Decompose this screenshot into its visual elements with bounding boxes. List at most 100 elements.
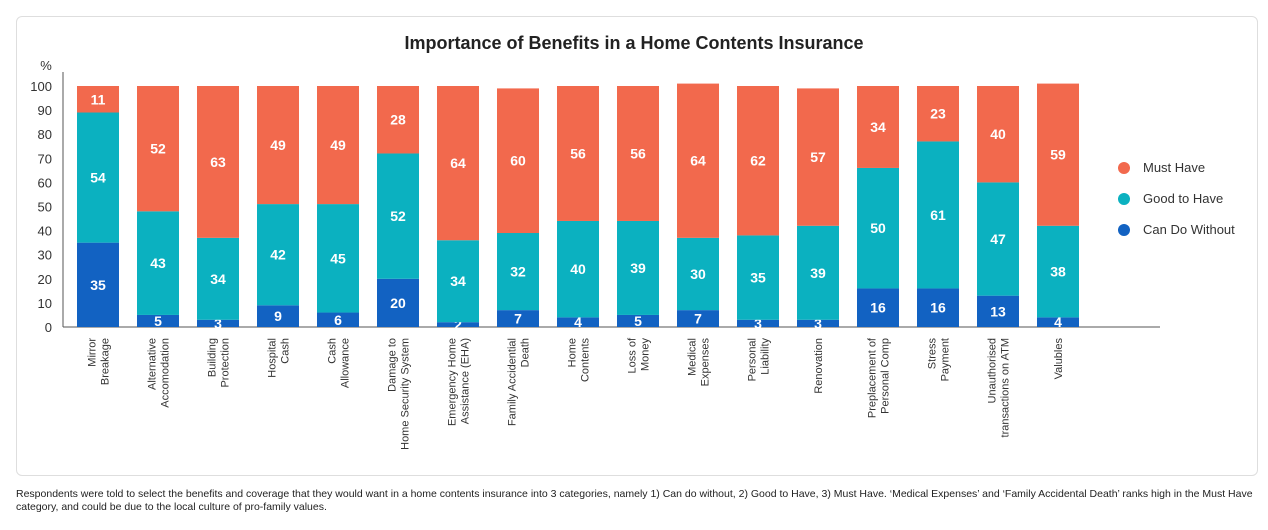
bar-segment bbox=[617, 314, 659, 327]
data-label: 62 bbox=[750, 153, 766, 169]
data-label: 16 bbox=[870, 300, 886, 316]
data-label: 39 bbox=[630, 260, 646, 276]
chart-title: Importance of Benefits in a Home Content… bbox=[404, 33, 864, 53]
data-label: 5 bbox=[154, 313, 162, 329]
data-label: 38 bbox=[1050, 264, 1066, 280]
bar-segment bbox=[317, 86, 359, 205]
bar-segment bbox=[677, 83, 719, 238]
legend-marker bbox=[1118, 162, 1130, 174]
data-label: 34 bbox=[870, 119, 886, 135]
data-label: 56 bbox=[570, 145, 586, 161]
category-label: Alternative bbox=[147, 338, 159, 390]
bar-segment bbox=[797, 319, 839, 327]
category-label: Contents bbox=[580, 338, 592, 383]
y-tick-label: 30 bbox=[38, 248, 52, 263]
data-label: 4 bbox=[574, 314, 582, 330]
category-label: transactions on ATM bbox=[1000, 338, 1012, 437]
bar-segment bbox=[257, 204, 299, 306]
data-label: 49 bbox=[270, 137, 286, 153]
y-tick-label: 100 bbox=[30, 79, 52, 94]
bar-segment bbox=[737, 319, 779, 327]
data-label: 56 bbox=[630, 145, 646, 161]
bar-segment bbox=[857, 288, 899, 327]
data-label: 43 bbox=[150, 255, 166, 271]
bar-segment bbox=[737, 86, 779, 236]
legend-label: Must Have bbox=[1143, 160, 1205, 175]
data-label: 35 bbox=[750, 270, 766, 286]
data-label: 5 bbox=[634, 313, 642, 329]
bar-segment bbox=[797, 225, 839, 320]
bar-segment bbox=[197, 237, 239, 320]
bar-segment bbox=[497, 88, 539, 234]
bar-segment bbox=[977, 182, 1019, 296]
data-label: 45 bbox=[330, 250, 346, 266]
bar-segment bbox=[497, 310, 539, 327]
category-label: Medical bbox=[687, 338, 699, 376]
category-label: Assistance (EHA) bbox=[460, 338, 472, 424]
data-label: 61 bbox=[930, 207, 946, 223]
category-label: Emergency Home bbox=[447, 338, 459, 426]
category-label: Cash bbox=[327, 338, 339, 364]
data-label: 7 bbox=[514, 311, 522, 327]
category-label: Protection bbox=[220, 338, 232, 388]
bar-segment bbox=[137, 211, 179, 315]
category-label: Loss of bbox=[627, 337, 639, 373]
y-tick-label: 90 bbox=[38, 103, 52, 118]
data-label: 40 bbox=[990, 126, 1006, 142]
bar-segment bbox=[857, 86, 899, 168]
data-label: 6 bbox=[334, 312, 342, 328]
bar-segment bbox=[317, 204, 359, 313]
bar-segment bbox=[977, 86, 1019, 183]
data-label: 49 bbox=[330, 137, 346, 153]
bar-segment bbox=[137, 314, 179, 327]
data-label: 64 bbox=[450, 155, 466, 171]
category-label: Liability bbox=[760, 338, 772, 375]
bar-segment bbox=[497, 233, 539, 311]
data-label: 3 bbox=[754, 315, 762, 331]
data-label: 63 bbox=[210, 154, 226, 170]
data-label: 13 bbox=[990, 303, 1006, 319]
category-label: Unauthorised bbox=[987, 338, 999, 403]
category-label: Personal Comp bbox=[880, 338, 892, 414]
bar-segment bbox=[1037, 317, 1079, 327]
data-label: 28 bbox=[390, 112, 406, 128]
bar-segment bbox=[197, 86, 239, 238]
bar-segment bbox=[77, 86, 119, 113]
data-label: 52 bbox=[390, 208, 406, 224]
y-tick-label: 70 bbox=[38, 151, 52, 166]
bar-segment bbox=[257, 86, 299, 205]
data-label: 34 bbox=[450, 273, 466, 289]
data-label: 54 bbox=[90, 170, 106, 186]
category-label: Renovation bbox=[813, 338, 825, 394]
category-label: Stress bbox=[927, 338, 939, 370]
category-label: Money bbox=[640, 338, 652, 372]
y-tick-label: 50 bbox=[38, 200, 52, 215]
data-label: 59 bbox=[1050, 147, 1066, 163]
category-label: Home Security System bbox=[400, 338, 412, 450]
bar-segment bbox=[857, 167, 899, 289]
legend-marker bbox=[1118, 193, 1130, 205]
category-label: Allowance bbox=[340, 338, 352, 388]
data-label: 40 bbox=[570, 261, 586, 277]
bar-segment bbox=[557, 86, 599, 221]
bar-segment bbox=[317, 312, 359, 327]
data-label: 47 bbox=[990, 231, 1006, 247]
category-label: Expenses bbox=[700, 338, 712, 387]
data-label: 11 bbox=[91, 91, 106, 107]
bar-segment bbox=[77, 112, 119, 243]
bar-segment bbox=[377, 86, 419, 154]
data-label: 23 bbox=[930, 106, 946, 122]
category-label: Payment bbox=[940, 338, 952, 381]
data-label: 2 bbox=[454, 317, 462, 333]
data-label: 34 bbox=[210, 271, 226, 287]
bar-segment bbox=[917, 288, 959, 327]
data-label: 3 bbox=[814, 315, 822, 331]
bar-segment bbox=[917, 86, 959, 142]
data-label: 32 bbox=[510, 264, 526, 280]
y-tick-label: 80 bbox=[38, 127, 52, 142]
legend-label: Good to Have bbox=[1143, 191, 1223, 206]
data-label: 39 bbox=[810, 265, 826, 281]
data-label: 52 bbox=[150, 141, 166, 157]
bar-segment bbox=[1037, 225, 1079, 318]
category-label: Family Accidential bbox=[507, 338, 519, 426]
